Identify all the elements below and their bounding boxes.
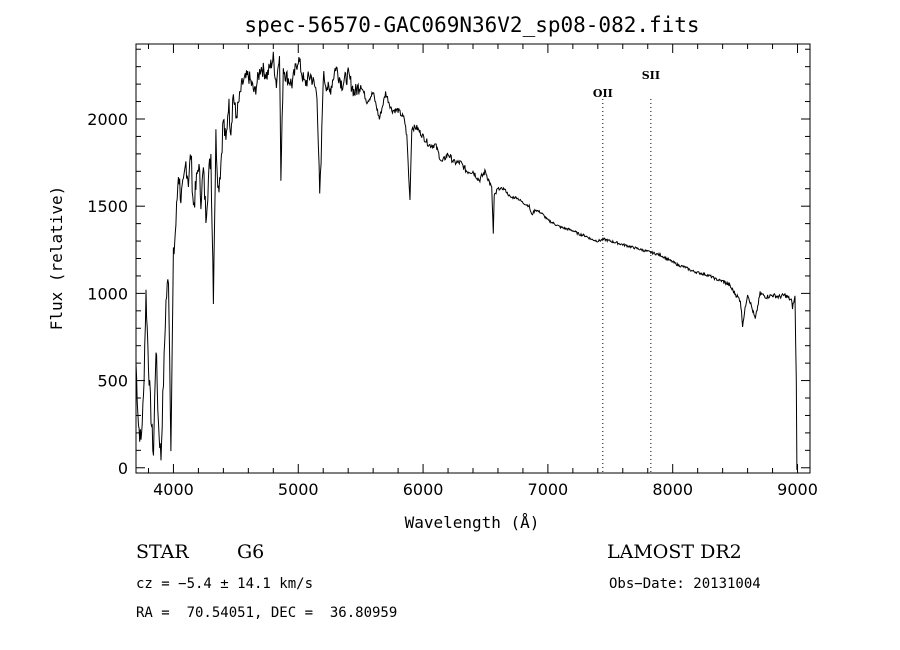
x-tick-label: 7000	[528, 480, 569, 499]
emission-line-markers: OII SII	[593, 69, 660, 473]
survey-name: LAMOST DR2	[607, 541, 742, 563]
y-tick-label: 500	[97, 372, 128, 391]
line-label-sii: SII	[642, 69, 660, 82]
redshift-velocity: cz = −5.4 ± 14.1 km/s	[136, 576, 314, 592]
y-tick-label: 1500	[87, 197, 128, 216]
line-label-oii: OII	[593, 87, 613, 100]
y-tick-label: 2000	[87, 110, 128, 129]
x-tick-label: 4000	[153, 480, 194, 499]
x-axis-label: Wavelength (Å)	[405, 513, 540, 532]
y-tick-label: 1000	[87, 284, 128, 303]
y-axis-label: Flux (relative)	[47, 186, 66, 331]
x-tick-label: 5000	[278, 480, 319, 499]
flux-series-line	[135, 51, 798, 471]
y-tick-label: 0	[118, 459, 128, 478]
axis-ticks: 4000 5000 6000 7000 8000 9000 0 500 1000 1500 2000	[87, 44, 818, 499]
observation-date: Obs−Date: 20131004	[609, 576, 761, 592]
x-tick-label: 9000	[777, 480, 818, 499]
x-tick-label: 6000	[403, 480, 444, 499]
chart-title: spec-56570-GAC069N36V2_sp08-082.fits	[244, 13, 699, 37]
sky-coordinates: RA = 70.54051, DEC = 36.80959	[136, 605, 398, 621]
object-subclass: G6	[237, 541, 265, 563]
x-tick-label: 8000	[652, 480, 693, 499]
object-type: STAR	[136, 541, 189, 563]
